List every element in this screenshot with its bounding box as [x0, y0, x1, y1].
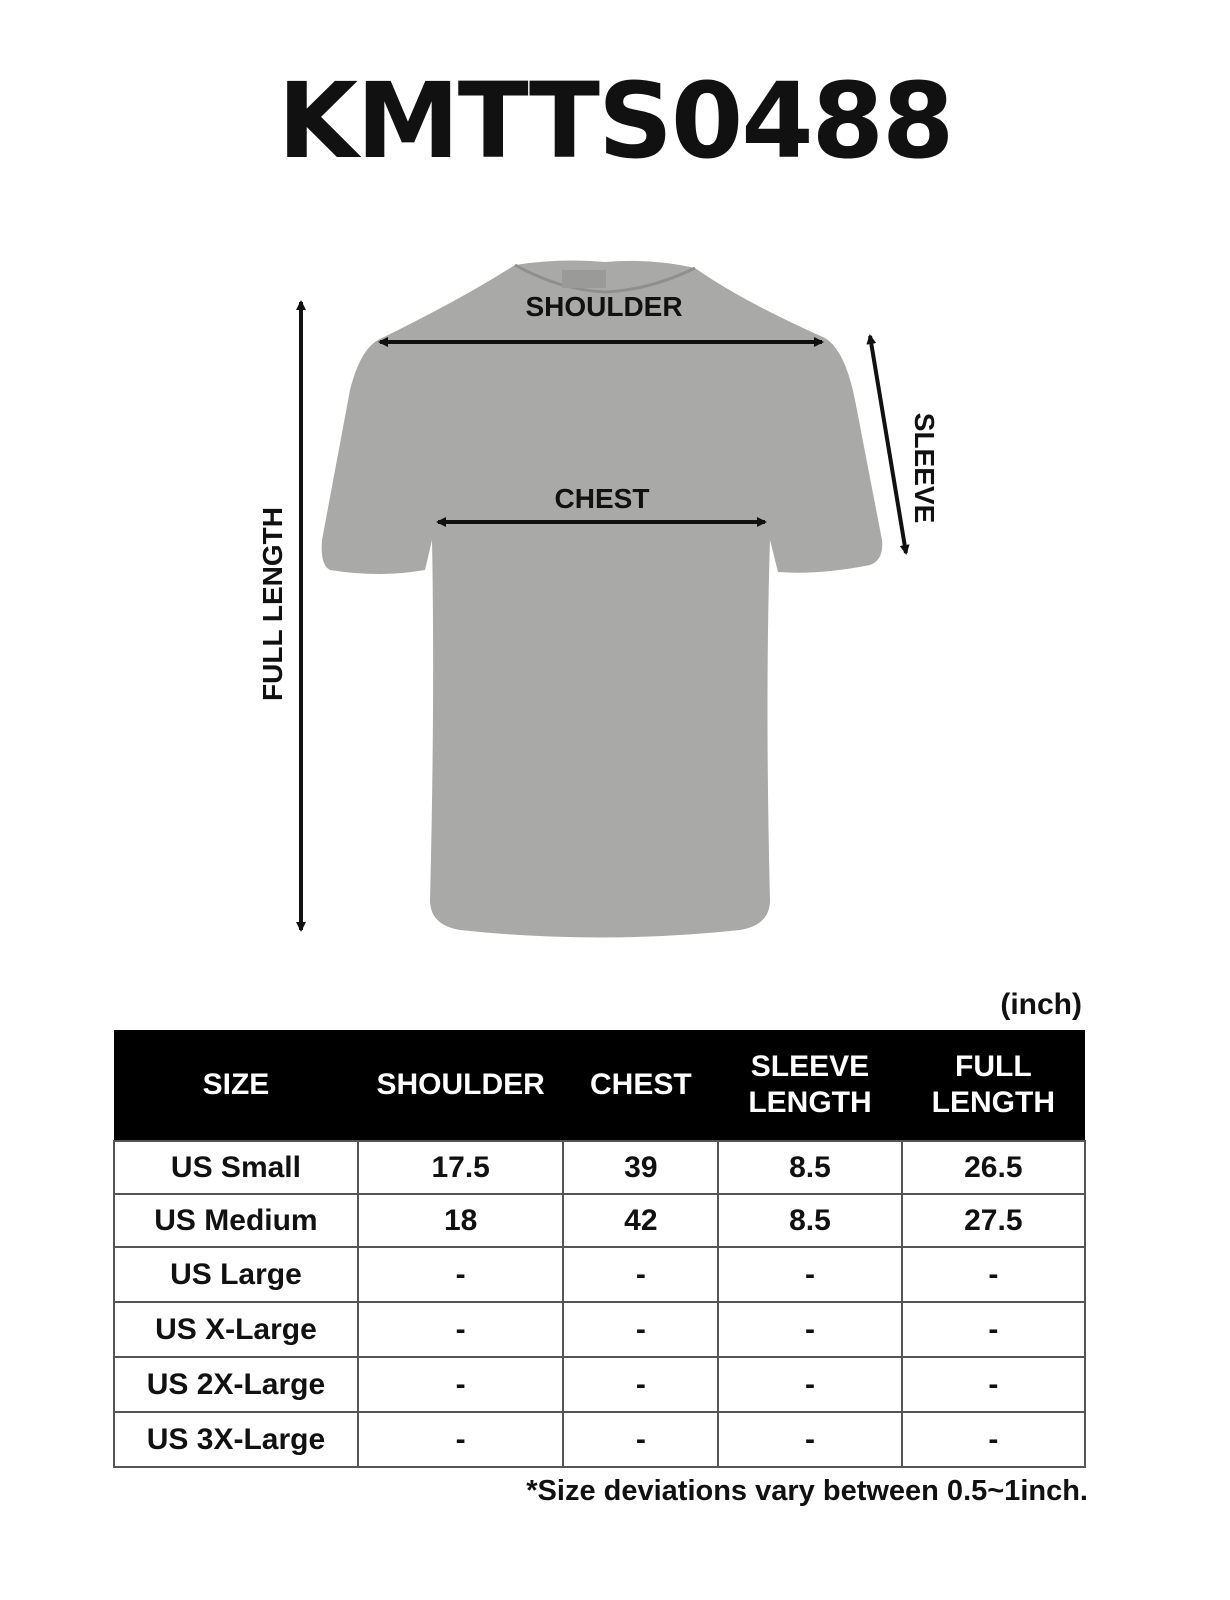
table-row: US 2X-Large - - - - — [113, 1356, 1087, 1413]
table-row: US 3X-Large - - - - — [113, 1411, 1087, 1468]
header-sleeve-length: SLEEVE LENGTH — [718, 1030, 902, 1141]
chest-label: CHEST — [555, 483, 650, 514]
cell-sleeve-length: - — [717, 1301, 903, 1358]
table-row: US Small 17.5 39 8.5 26.5 — [113, 1140, 1087, 1195]
cell-full-length: - — [900, 1411, 1087, 1468]
cell-chest: - — [562, 1356, 720, 1413]
cell-shoulder: - — [356, 1301, 565, 1358]
cell-size: US 3X-Large — [113, 1411, 359, 1468]
cell-sleeve-length: - — [717, 1356, 903, 1413]
table-row: US Medium 18 42 8.5 27.5 — [113, 1193, 1087, 1248]
cell-full-length: - — [900, 1301, 1087, 1358]
cell-size: US X-Large — [113, 1301, 359, 1358]
cell-size: US 2X-Large — [113, 1356, 359, 1413]
cell-shoulder: 18 — [356, 1193, 565, 1248]
cell-full-length: 26.5 — [900, 1140, 1087, 1195]
cell-sleeve-length: 8.5 — [717, 1193, 903, 1248]
cell-sleeve-length: - — [717, 1411, 903, 1468]
cell-shoulder: - — [356, 1411, 565, 1468]
sleeve-arrow — [866, 334, 910, 555]
cell-shoulder: 17.5 — [356, 1140, 565, 1195]
shoulder-label: SHOULDER — [525, 291, 682, 322]
cell-full-length: - — [900, 1356, 1087, 1413]
sleeve-label: SLEEVE — [909, 413, 940, 523]
tshirt-diagram: SHOULDER CHEST SLEEVE FULL LENGTH — [257, 260, 940, 938]
header-chest: CHEST — [563, 1030, 719, 1141]
cell-shoulder: - — [356, 1246, 565, 1303]
cell-chest: - — [562, 1301, 720, 1358]
table-header-row: SIZE SHOULDER CHEST SLEEVE LENGTH FULL LEN… — [114, 1030, 1085, 1141]
table-row: US X-Large - - - - — [113, 1301, 1087, 1358]
cell-shoulder: - — [356, 1356, 565, 1413]
unit-label: (inch) — [1000, 988, 1082, 1021]
cell-sleeve-length: - — [717, 1246, 903, 1303]
cell-chest: 42 — [562, 1193, 720, 1248]
size-deviation-note: *Size deviations vary between 0.5~1inch. — [526, 1475, 1088, 1507]
full-length-label: FULL LENGTH — [257, 507, 288, 701]
header-full-length: FULL LENGTH — [901, 1030, 1085, 1141]
cell-chest: - — [562, 1411, 720, 1468]
size-table: SIZE SHOULDER CHEST SLEEVE LENGTH FULL LEN… — [113, 1030, 1087, 1468]
header-size: SIZE — [114, 1030, 358, 1141]
tshirt-shape — [321, 260, 883, 938]
product-code-title: KMTTS0488 — [277, 60, 955, 182]
cell-chest: 39 — [562, 1140, 720, 1195]
cell-full-length: - — [900, 1246, 1087, 1303]
cell-size: US Medium — [113, 1193, 359, 1248]
header-shoulder: SHOULDER — [357, 1030, 564, 1141]
cell-full-length: 27.5 — [900, 1193, 1087, 1248]
cell-sleeve-length: 8.5 — [717, 1140, 903, 1195]
table-row: US Large - - - - — [113, 1246, 1087, 1303]
cell-chest: - — [562, 1246, 720, 1303]
cell-size: US Small — [113, 1140, 359, 1195]
cell-size: US Large — [113, 1246, 359, 1303]
